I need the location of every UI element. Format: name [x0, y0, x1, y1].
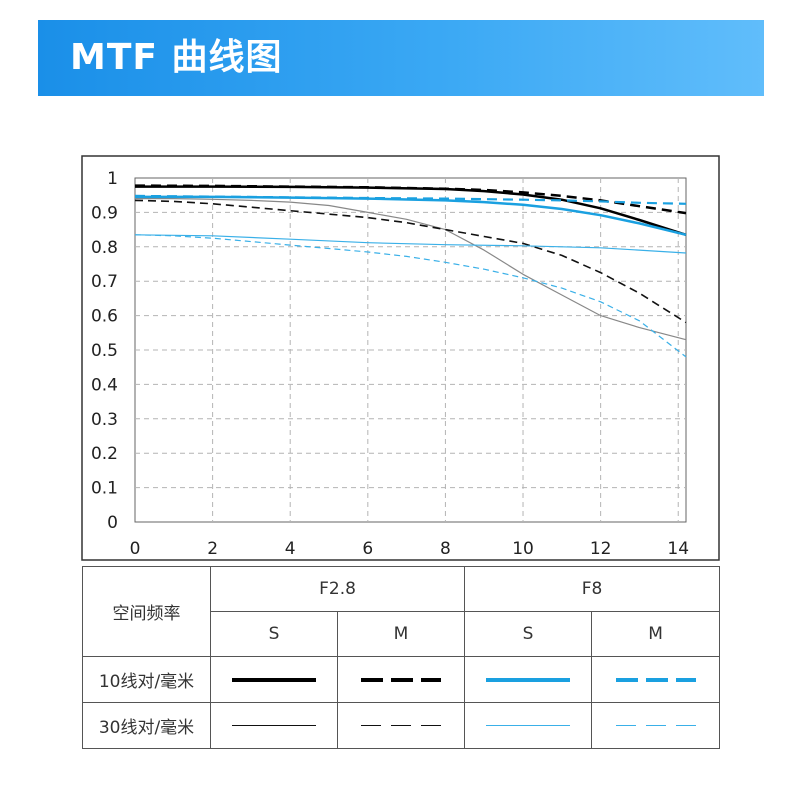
swatch-f28-10-m — [361, 677, 441, 682]
swatch-f28-30-m — [361, 724, 441, 727]
legend-swatch — [464, 702, 593, 749]
swatch-f8-30-m — [615, 724, 696, 727]
swatch-f8-10-m — [615, 677, 696, 682]
x-tick-label: 14 — [667, 539, 689, 559]
y-tick-label: 0.2 — [91, 444, 118, 464]
legend-col-s: S — [464, 611, 593, 657]
x-tick-label: 12 — [590, 539, 612, 559]
series-line — [134, 234, 687, 254]
y-tick-label: 0 — [107, 513, 118, 533]
mtf-chart: 00.10.20.30.40.50.60.70.80.910 2 4 6 8 10 12 14 — [81, 155, 720, 561]
legend-swatch — [210, 702, 338, 749]
y-tick-label: 0.5 — [91, 341, 118, 361]
y-tick-label: 0.4 — [91, 375, 118, 395]
title-banner: MTF 曲线图 — [38, 20, 764, 96]
legend-aperture-f8: F8 — [464, 566, 721, 612]
tick-labels: 00.10.20.30.40.50.60.70.80.910 2 4 6 8 10 12 14 — [91, 169, 689, 559]
legend-table: 空间频率 F2.8 F8 S M S M 10线对/毫米 30线对/毫米 — [82, 566, 721, 749]
series-line — [134, 199, 687, 324]
swatch-f28-10-s — [232, 677, 316, 682]
page-title: MTF 曲线图 — [70, 37, 283, 78]
swatch-f8-30-s — [486, 725, 571, 726]
x-tick-label: 10 — [512, 539, 534, 559]
series-line — [134, 234, 687, 358]
y-tick-label: 0.6 — [91, 307, 118, 327]
series-line — [134, 194, 687, 205]
y-tick-label: 0.9 — [91, 203, 118, 223]
series-line — [135, 198, 687, 341]
y-tick-label: 0.8 — [91, 238, 118, 258]
x-tick-label: 4 — [285, 539, 296, 559]
swatch-f8-10-s — [486, 677, 571, 682]
legend-header-label: 空间频率 — [82, 566, 211, 657]
legend-swatch — [336, 702, 466, 749]
legend-swatch — [591, 656, 721, 703]
y-tick-label: 0.1 — [91, 479, 118, 499]
x-tick-label: 8 — [440, 539, 451, 559]
legend-swatch — [336, 656, 466, 703]
y-tick-label: 1 — [107, 169, 118, 189]
y-tick-label: 0.3 — [91, 410, 118, 430]
legend-swatch — [464, 656, 593, 703]
legend-row-30: 30线对/毫米 — [82, 702, 211, 749]
legend-col-m: M — [591, 611, 721, 657]
legend-swatch — [210, 656, 338, 703]
x-tick-label: 2 — [207, 539, 218, 559]
legend-col-m: M — [336, 611, 466, 657]
legend-col-s: S — [210, 611, 338, 657]
series-line — [134, 184, 687, 215]
legend-swatch — [591, 702, 721, 749]
legend-row-10: 10线对/毫米 — [82, 656, 211, 703]
y-tick-label: 0.7 — [91, 272, 118, 292]
swatch-f28-30-s — [232, 725, 316, 726]
legend-aperture-f28: F2.8 — [209, 566, 466, 612]
grid-lines — [135, 178, 686, 522]
x-tick-label: 0 — [130, 539, 141, 559]
x-tick-label: 6 — [362, 539, 373, 559]
series-lines — [134, 184, 687, 358]
